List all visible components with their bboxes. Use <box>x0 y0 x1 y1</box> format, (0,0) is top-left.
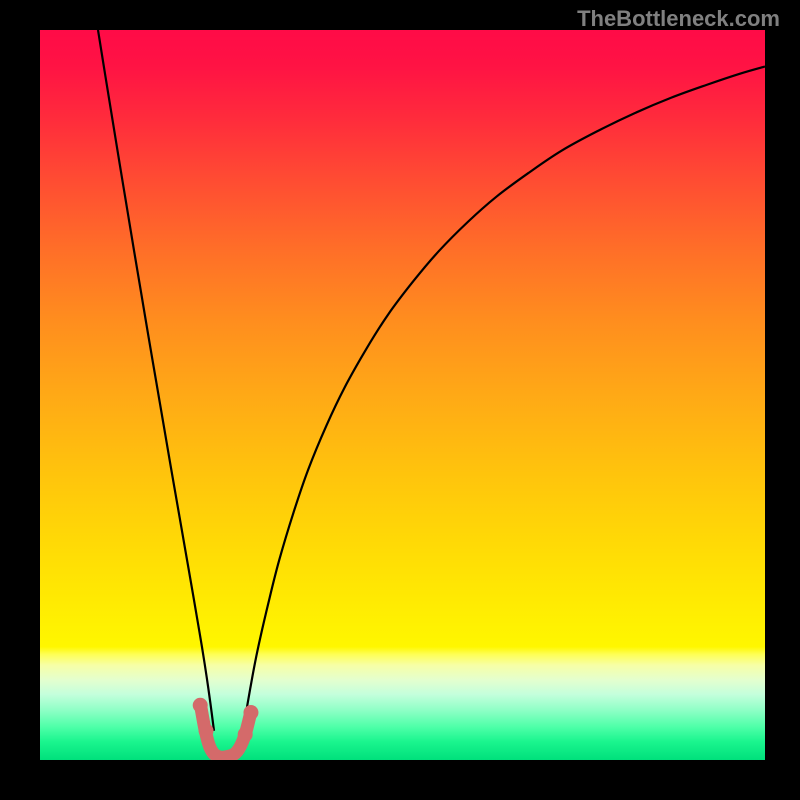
watermark-text: TheBottleneck.com <box>577 6 780 32</box>
bottom-marker-dot <box>193 698 208 713</box>
bottom-marker-dot <box>238 727 253 742</box>
chart-container: TheBottleneck.com <box>0 0 800 800</box>
bottleneck-chart <box>0 0 800 800</box>
bottom-marker-dot <box>243 705 258 720</box>
plot-background <box>40 30 765 760</box>
bottom-marker-dot <box>199 723 214 738</box>
